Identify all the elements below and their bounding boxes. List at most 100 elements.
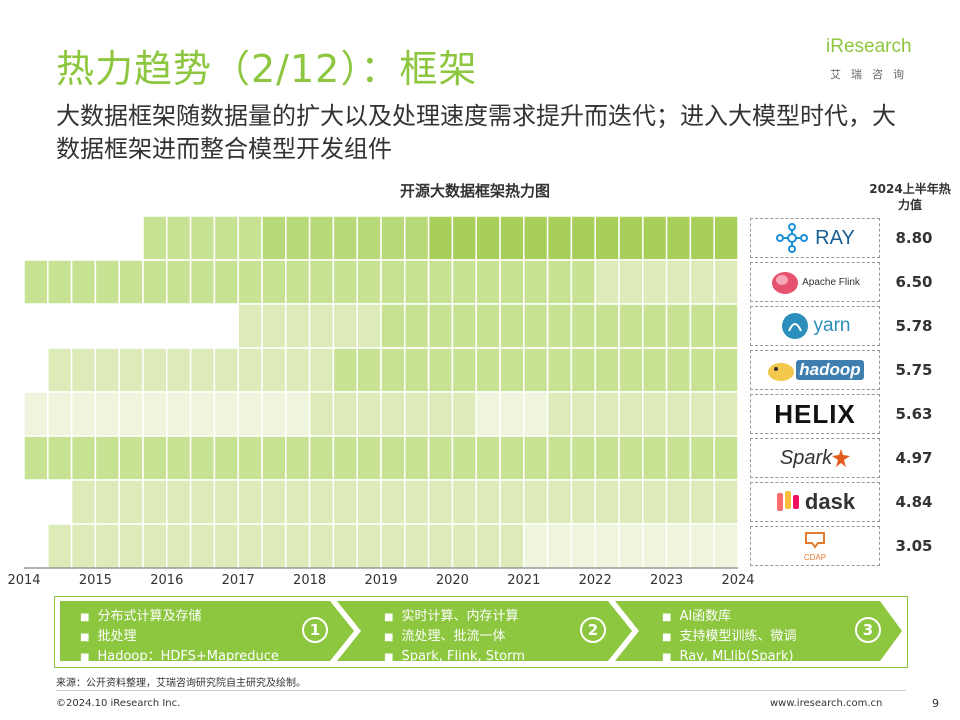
heatmap-cell [546,303,573,349]
heatmap-cell [546,523,573,569]
stage-item: AI函数库 [662,607,885,627]
heatmap-cell [713,303,739,349]
heatmap-cell [427,259,454,305]
helix-logo: HELIX [750,394,880,434]
heatmap-cell [427,215,454,261]
heatmap-cell [213,347,239,393]
heatmap-cell [285,303,311,349]
heatmap-cell [665,391,692,437]
x-tick-label: 2024 [721,573,755,588]
heatmap-cell [689,435,715,481]
heatmap-cell [142,347,168,393]
heatmap-cell [308,303,335,349]
stage-item: 分布式计算及存储 [80,607,332,627]
heatmap-cell [142,435,168,481]
heatmap-cell [404,215,430,261]
heatmap-cell [380,259,406,305]
heatmap-cell [618,303,644,349]
heatmap-cell [332,435,358,481]
x-tick-label: 2023 [650,573,684,588]
heatmap-cell [23,391,49,437]
heatmap-cell [499,435,525,481]
heatmap-cell [451,391,477,437]
heatmap-cell [665,347,692,393]
heatmap-cell [261,347,287,393]
heatmap-cell [285,435,311,481]
heatmap-cell [713,435,739,481]
page-title: 热力趋势（2/12）：框架 [56,47,478,91]
heatmap-cell [713,523,739,569]
dask-logo: dask [750,482,880,522]
heatmap-cell [570,303,596,349]
heatmap-cell [237,479,263,525]
x-tick-label: 2016 [150,573,184,588]
heatmap-cell [261,391,287,437]
heatmap-cell [618,435,644,481]
heatmap-cell [285,215,311,261]
heatmap-cell [332,215,358,261]
heatmap-cell [23,435,49,481]
copyright: ©2024.10 iResearch Inc. [56,698,181,709]
heatmap-cell [380,303,406,349]
heatmap-cell [380,435,406,481]
heatmap-cell [189,215,216,261]
heatmap-cell [380,347,406,393]
x-tick-label: 2015 [78,573,112,588]
heatmap-cell [142,215,168,261]
stage-item: 支持模型训练、微调 [662,627,885,647]
heatmap-cell [689,347,715,393]
heatmap-cell [142,391,168,437]
heatmap-cell [356,215,382,261]
x-tick-label: 2022 [578,573,612,588]
heatmap-cell [570,435,596,481]
heatmap-cell [665,435,692,481]
heatmap-cell [642,391,668,437]
heatmap-cell [285,347,311,393]
heatmap-cell [404,347,430,393]
heatmap-cell [213,523,239,569]
x-tick-label: 2014 [7,573,41,588]
logo-text: iResearch [826,36,912,57]
heatmap-cell [713,215,739,261]
heatmap-cell [332,391,358,437]
heatmap-cell [427,391,454,437]
heat-value: 3.05 [895,537,933,555]
stage-item: Ray, MLlib(Spark) [662,647,885,667]
heatmap-cell [427,303,454,349]
heatmap-cell [642,435,668,481]
heatmap-cell [261,435,287,481]
heatmap-cell [594,391,620,437]
heatmap-cell [166,523,192,569]
heatmap-cell [499,303,525,349]
heatmap-cell [356,391,382,437]
heatmap-cell [523,259,549,305]
heatmap-cell [332,523,358,569]
yarn-logo: yarn [750,306,880,346]
heatmap-cell [523,347,549,393]
heatmap-cell [618,523,644,569]
heatmap-cell [118,347,144,393]
heatmap-cell [642,523,668,569]
heatmap-cell [499,523,525,569]
heatmap-cell [594,479,620,525]
heatmap-cell [642,259,668,305]
heatmap-cell [166,479,192,525]
heatmap-cell [689,303,715,349]
heatmap-cell [546,215,573,261]
stage-item: Spark, Flink, Storm [384,647,610,667]
flink-logo: Apache Flink [750,262,880,302]
heatmap-cell [618,347,644,393]
heatmap-cell [404,303,430,349]
heatmap-cell [594,303,620,349]
heatmap-cell [213,215,239,261]
heatmap-cell [166,391,192,437]
heatmap-cell [546,347,573,393]
heatmap-cell [332,479,358,525]
heatmap-cell [404,479,430,525]
heatmap-cell [142,259,168,305]
stage-3: AI函数库支持模型训练、微调Ray, MLlib(Spark) 3 [646,601,885,664]
heatmap-cell [118,259,144,305]
heatmap-cell [713,259,739,305]
heatmap-cell [475,523,501,569]
